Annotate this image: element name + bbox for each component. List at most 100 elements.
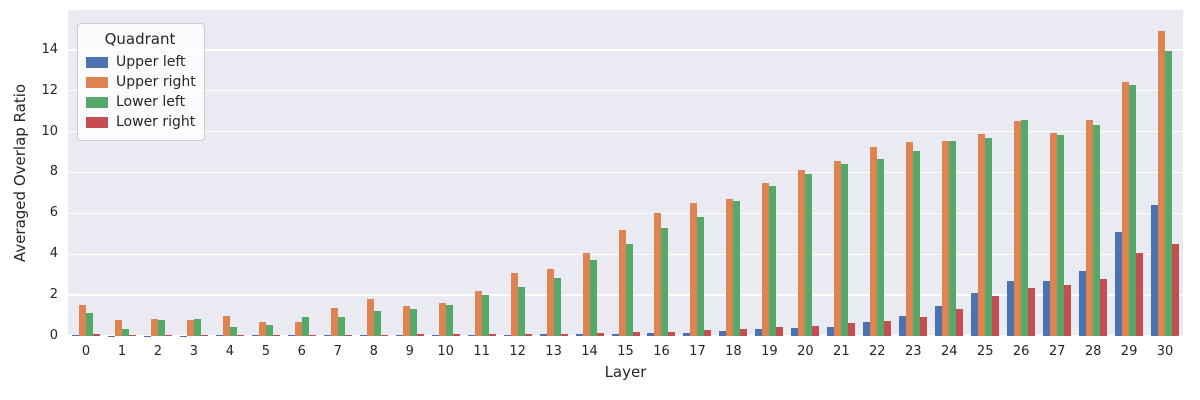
bar-lower-left (805, 173, 813, 336)
bar-group-layer-7 (320, 10, 356, 336)
bar-upper-left (287, 335, 295, 336)
bar-group-layer-6 (284, 10, 320, 336)
bar-lower-right (1064, 284, 1072, 336)
bar-upper-left (647, 333, 655, 336)
y-tick-label: 8 (49, 164, 58, 180)
bar-lower-right (308, 334, 316, 336)
bar-lower-left (121, 328, 129, 336)
bar-groups (68, 10, 1183, 336)
bar-upper-right (762, 182, 770, 336)
bar-upper-right (1050, 132, 1058, 336)
legend-item-lower-right: Lower right (86, 112, 195, 132)
bar-lower-right (776, 326, 784, 336)
y-tick-label: 12 (41, 82, 58, 98)
bar-group-layer-4 (212, 10, 248, 336)
bar-group-layer-27 (1039, 10, 1075, 336)
bar-upper-left (71, 334, 79, 336)
bar-upper-right (798, 170, 806, 336)
legend: Quadrant Upper left Upper right Lower left… (77, 23, 205, 141)
bar-lower-right (668, 331, 676, 336)
bar-upper-right (258, 321, 266, 336)
x-tick-label: 9 (405, 344, 414, 359)
bar-group-layer-15 (608, 10, 644, 336)
bar-lower-right (272, 334, 280, 336)
bar-upper-right (510, 272, 518, 336)
bar-upper-right (402, 306, 410, 336)
bar-lower-left (1093, 125, 1101, 336)
bar-lower-left (1057, 134, 1065, 336)
bar-lower-right (344, 334, 352, 336)
x-tick-label: 23 (904, 344, 922, 359)
bar-upper-right (330, 308, 338, 336)
bar-group-layer-12 (500, 10, 536, 336)
bar-upper-left (863, 321, 871, 336)
bar-upper-right (978, 133, 986, 336)
bar-upper-right (546, 268, 554, 336)
x-tick-label: 16 (653, 344, 670, 359)
x-tick-label: 5 (261, 344, 270, 359)
bar-lower-right (596, 332, 604, 336)
bar-upper-right (186, 319, 194, 336)
bar-lower-left (85, 312, 93, 336)
bar-group-layer-10 (428, 10, 464, 336)
bar-upper-left (683, 332, 691, 336)
bar-upper-left (755, 329, 763, 336)
bar-lower-left (1021, 120, 1029, 336)
x-tick-label: 10 (437, 344, 454, 359)
bar-upper-right (690, 203, 698, 336)
bar-group-layer-9 (392, 10, 428, 336)
bar-lower-left (481, 295, 489, 336)
bar-lower-left (697, 217, 705, 336)
y-tick-label: 0 (49, 328, 58, 343)
bar-lower-right (1100, 278, 1108, 336)
bar-upper-left (1007, 280, 1015, 336)
x-axis-ticks: 0 1 2 3 4 5 6 7 8 9 10 11 12 13 14 15 16 17 18 19 20 21 22 23 24… (68, 343, 1183, 360)
bar-lower-right (164, 335, 172, 336)
bar-lower-left (589, 260, 597, 336)
bar-upper-right (618, 229, 626, 336)
y-tick-label: 14 (41, 41, 58, 57)
bar-lower-left (661, 227, 669, 336)
bar-upper-left (827, 326, 835, 336)
x-tick-label: 20 (797, 344, 814, 359)
bar-lower-right (920, 316, 928, 336)
bar-upper-left (215, 335, 223, 336)
bar-lower-right (236, 334, 244, 336)
bar-group-layer-14 (572, 10, 608, 336)
legend-swatch-icon (86, 56, 108, 68)
bar-group-layer-0 (68, 10, 104, 336)
bar-upper-right (1158, 31, 1166, 336)
bar-upper-right (726, 199, 734, 336)
bar-lower-left (157, 319, 165, 336)
bar-group-layer-28 (1075, 10, 1111, 336)
bar-lower-right (704, 329, 712, 336)
bar-group-layer-22 (859, 10, 895, 336)
bar-upper-left (467, 334, 475, 336)
x-tick-label: 30 (1156, 344, 1174, 359)
x-tick-label: 4 (225, 344, 234, 359)
bar-upper-left (791, 328, 799, 336)
bar-lower-left (445, 305, 453, 336)
bar-lower-right (200, 335, 208, 336)
bar-lower-left (301, 316, 309, 336)
bar-lower-left (877, 159, 885, 336)
x-tick-label: 8 (369, 344, 378, 359)
bar-lower-left (553, 277, 561, 336)
bar-upper-right (474, 291, 482, 336)
x-tick-label: 11 (473, 344, 490, 359)
y-tick-label: 4 (49, 246, 58, 262)
legend-label: Upper right (116, 74, 196, 90)
bar-upper-left (539, 334, 547, 336)
x-tick-label: 2 (153, 344, 163, 359)
y-tick-label: 6 (49, 205, 58, 221)
bar-upper-right (150, 318, 158, 336)
bar-upper-right (582, 253, 590, 336)
bar-lower-right (740, 328, 748, 336)
bar-lower-right (452, 334, 460, 336)
bar-group-layer-18 (715, 10, 751, 336)
gridline-y-14 (68, 49, 1183, 51)
bar-lower-right (488, 334, 496, 336)
x-tick-label: 14 (581, 344, 598, 359)
bar-upper-right (870, 146, 878, 336)
bar-lower-right (92, 333, 100, 336)
